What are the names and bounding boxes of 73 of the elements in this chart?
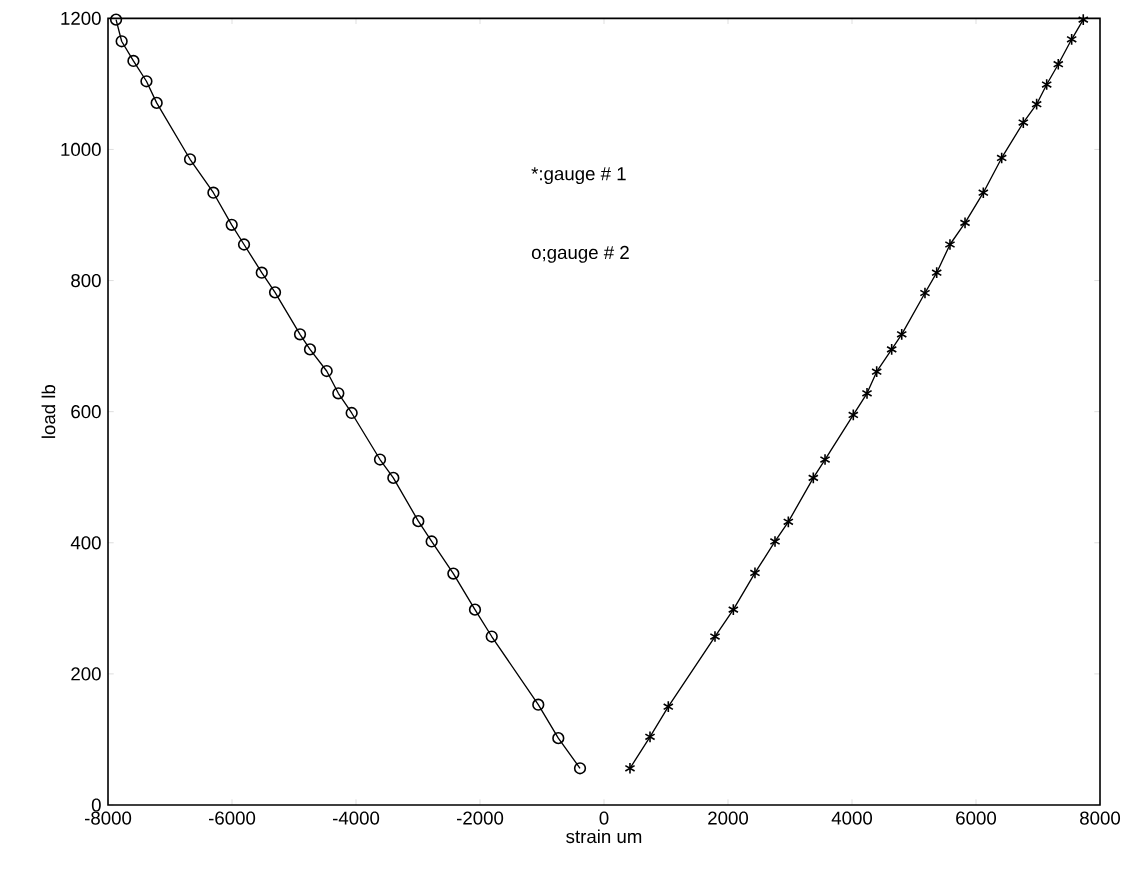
point	[931, 266, 943, 279]
x-tick-label: 2000	[708, 811, 749, 825]
point	[373, 453, 387, 466]
point	[1041, 78, 1053, 91]
y-tick-label: 1200	[61, 11, 101, 25]
point	[573, 762, 587, 775]
point	[552, 732, 565, 745]
x-tick-label: 0	[599, 811, 609, 825]
point	[944, 238, 956, 251]
x-tick-label: 6000	[956, 811, 997, 825]
point	[709, 630, 721, 643]
point	[1052, 58, 1064, 71]
point	[1066, 33, 1078, 46]
point	[447, 567, 460, 580]
point	[237, 238, 251, 251]
point	[127, 54, 140, 68]
point	[749, 566, 761, 580]
y-tick-label: 800	[71, 273, 101, 288]
point	[140, 75, 153, 88]
point	[255, 266, 268, 279]
annotation: *:gauge # 1	[531, 167, 626, 185]
point	[532, 698, 545, 711]
point	[345, 406, 358, 420]
point	[919, 286, 931, 300]
point	[782, 515, 794, 528]
point	[1031, 98, 1043, 111]
point	[861, 387, 873, 400]
point	[485, 630, 498, 643]
point	[332, 387, 345, 400]
point	[293, 328, 307, 341]
point	[320, 364, 333, 378]
point	[468, 603, 482, 616]
x-tick-label: -2000	[456, 811, 504, 825]
point	[225, 218, 238, 231]
point	[871, 365, 883, 378]
point	[819, 453, 831, 466]
point	[727, 603, 739, 616]
x-tick-label: -6000	[208, 811, 256, 825]
annotation: o;gauge # 2	[531, 245, 629, 263]
point	[886, 343, 898, 356]
point	[183, 153, 197, 166]
point	[1077, 13, 1089, 26]
point	[769, 535, 781, 548]
x-axis-title: strain um	[566, 829, 642, 844]
point	[624, 762, 636, 775]
y-tick-label: 200	[71, 667, 101, 681]
point	[207, 186, 220, 199]
point	[115, 35, 128, 48]
point	[807, 471, 819, 485]
x-tick-label: -4000	[332, 811, 380, 825]
point	[847, 408, 859, 422]
x-tick-label: 8000	[1080, 811, 1121, 825]
point	[109, 13, 123, 26]
point	[959, 216, 971, 229]
x-tick-label: -8000	[84, 811, 132, 825]
point	[150, 96, 163, 110]
point	[644, 730, 656, 743]
y-tick-label: 1000	[61, 142, 101, 157]
point	[412, 515, 425, 528]
point	[303, 343, 317, 356]
y-tick-label: 400	[70, 536, 101, 550]
point	[996, 151, 1008, 165]
y-tick-label: 600	[71, 405, 101, 419]
point	[896, 328, 908, 341]
point	[387, 471, 400, 485]
point	[1017, 116, 1029, 129]
x-tick-label: 4000	[831, 811, 873, 825]
point	[662, 700, 674, 713]
point	[977, 186, 989, 199]
point	[425, 535, 438, 548]
y-tick-label: 0	[91, 798, 101, 812]
point	[268, 286, 282, 299]
y-axis-title: load lb	[41, 384, 56, 438]
